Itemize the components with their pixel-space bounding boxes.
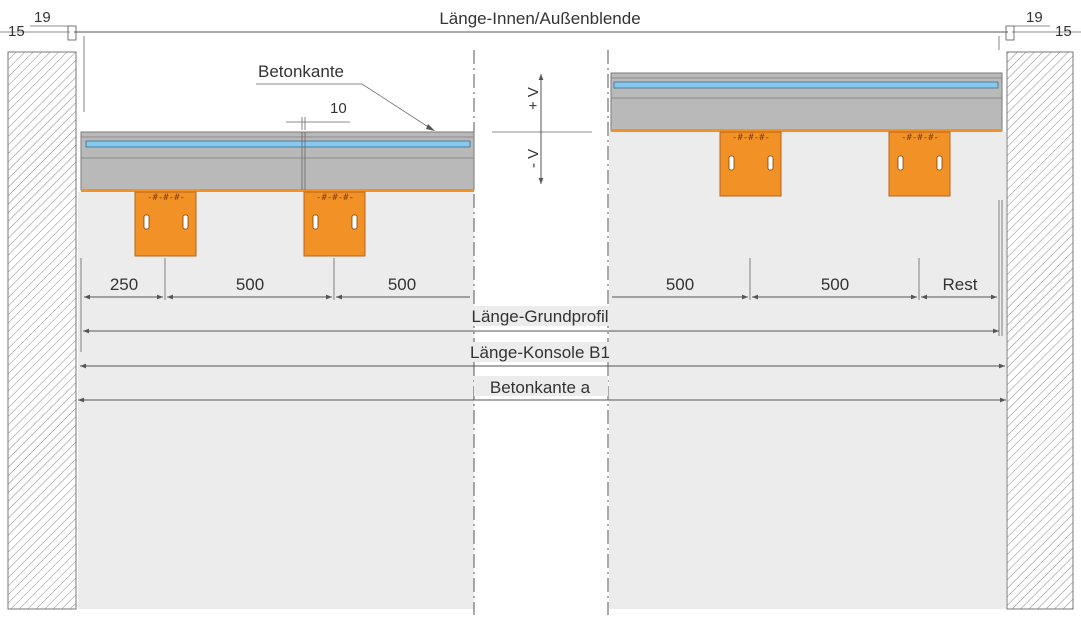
left-19-label: 19 — [34, 9, 51, 26]
top-title: Länge-Innen/Außenblende — [439, 9, 640, 28]
right-blue-strip — [613, 81, 999, 89]
right-19-label: 19 — [1026, 9, 1043, 26]
left-blue-strip — [85, 140, 471, 148]
svg-text:-#-#-#-: -#-#-#- — [901, 133, 939, 143]
dim-500-b: 500 — [388, 275, 416, 294]
bracket-right-2: -#-#-#- — [888, 131, 951, 197]
right-15-label: 15 — [1055, 23, 1072, 40]
laenge-konsole: Länge-Konsole B1 — [470, 343, 610, 362]
bracket-left-2: -#-#-#- — [303, 191, 366, 257]
plus-v-label: + V — [525, 87, 542, 110]
svg-text:-#-#-#-: -#-#-#- — [732, 133, 770, 143]
dim-500-c: 500 — [666, 275, 694, 294]
right-wall — [1006, 51, 1074, 610]
gap-10-label: 10 — [330, 100, 347, 117]
left-15-label: 15 — [8, 23, 25, 40]
dim-250: 250 — [110, 275, 138, 294]
betonkante-a: Betonkante a — [490, 378, 591, 397]
dim-500-a: 500 — [236, 275, 264, 294]
minus-v-label: - V — [525, 149, 542, 168]
left-wall — [7, 51, 77, 610]
dim-500-d: 500 — [821, 275, 849, 294]
svg-text:-#-#-#-: -#-#-#- — [316, 193, 354, 203]
dim-rest: Rest — [943, 275, 978, 294]
svg-text:-#-#-#-: -#-#-#- — [147, 193, 185, 203]
bracket-right-1: -#-#-#- — [719, 131, 782, 197]
bracket-left-1: -#-#-#- — [134, 191, 197, 257]
laenge-grundprofil: Länge-Grundprofil — [471, 307, 608, 326]
concrete-right — [609, 132, 1006, 609]
betonkante-callout: Betonkante — [258, 62, 344, 81]
